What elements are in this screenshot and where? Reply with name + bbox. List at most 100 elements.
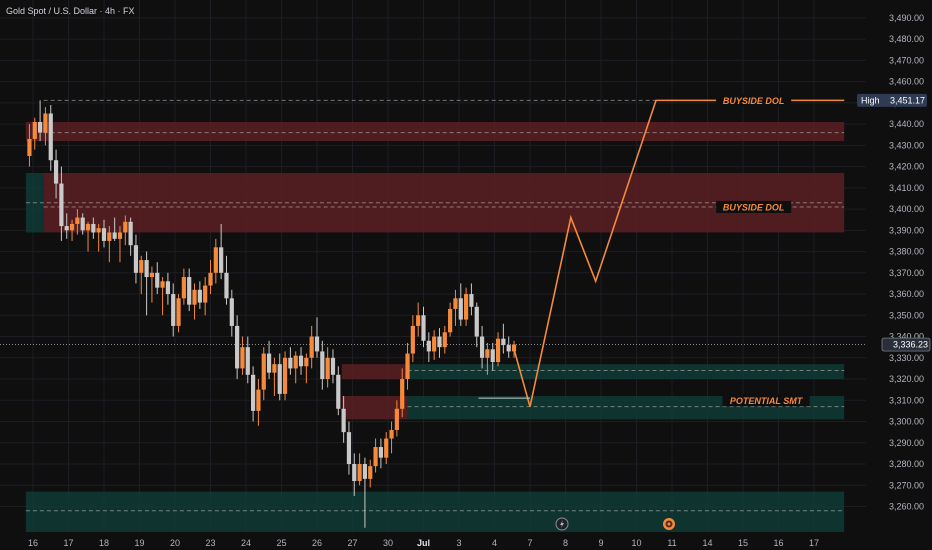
candle-60[interactable] — [346, 421, 352, 475]
candle-61[interactable] — [352, 453, 357, 496]
candle-53[interactable] — [309, 325, 314, 369]
candle-69[interactable] — [394, 400, 399, 437]
candle-85[interactable] — [479, 325, 485, 369]
candle-57[interactable] — [330, 349, 336, 384]
candle-40[interactable] — [240, 336, 245, 375]
candle-11[interactable] — [85, 221, 91, 252]
price-axis[interactable]: 3,260.00 3,270.00 3,280.00 3,290.00 3,300.00… — [866, 0, 932, 550]
candle-74[interactable] — [421, 306, 426, 348]
candle-9[interactable] — [75, 209, 80, 235]
candle-54[interactable] — [314, 317, 320, 358]
candle-87[interactable] — [490, 342, 495, 371]
candle-52[interactable] — [304, 353, 309, 384]
candle-23[interactable] — [149, 266, 155, 303]
candle-22[interactable] — [144, 251, 149, 316]
candle-65[interactable] — [373, 438, 378, 473]
candle-41[interactable] — [245, 336, 250, 384]
candle-17[interactable] — [117, 226, 123, 263]
candle-7[interactable] — [64, 213, 69, 239]
candle-75[interactable] — [426, 332, 431, 363]
candle-10[interactable] — [80, 213, 85, 235]
candle-91[interactable] — [511, 340, 517, 358]
candle-55[interactable] — [320, 340, 325, 390]
candle-59[interactable] — [341, 396, 346, 443]
bearish-zone-1[interactable] — [43, 172, 845, 233]
candle-15[interactable] — [107, 226, 112, 263]
candle-72[interactable] — [410, 315, 415, 363]
candle-48[interactable] — [282, 351, 288, 401]
bearish-zone-0[interactable] — [25, 121, 845, 142]
candle-19[interactable] — [128, 217, 133, 256]
candle-35[interactable] — [213, 238, 218, 284]
candle-29[interactable] — [181, 268, 186, 305]
candle-5[interactable] — [53, 149, 59, 199]
candle-71[interactable] — [405, 342, 410, 390]
candle-86[interactable] — [485, 342, 490, 375]
candle-30[interactable] — [187, 268, 192, 312]
candle-47[interactable] — [277, 353, 282, 401]
candle-20[interactable] — [133, 234, 139, 284]
bearish-zone-4[interactable] — [341, 396, 408, 420]
candle-18[interactable] — [123, 215, 128, 246]
candle-36[interactable] — [219, 223, 224, 280]
candle-31[interactable] — [192, 283, 197, 320]
candle-64[interactable] — [368, 459, 373, 488]
candle-28[interactable] — [176, 294, 181, 333]
candle-68[interactable] — [389, 421, 394, 454]
candle-70[interactable] — [400, 368, 405, 418]
candle-73[interactable] — [416, 302, 421, 337]
candle-14[interactable] — [101, 219, 107, 248]
candle-0[interactable] — [27, 124, 32, 167]
candle-50[interactable] — [293, 351, 298, 384]
candle-90[interactable] — [506, 336, 511, 358]
candle-32[interactable] — [197, 281, 202, 309]
candle-63[interactable] — [362, 457, 368, 528]
candle-89[interactable] — [501, 323, 506, 354]
candle-16[interactable] — [112, 217, 117, 241]
projection-path[interactable] — [513, 99, 845, 407]
candle-79[interactable] — [448, 302, 453, 337]
candle-8[interactable] — [69, 219, 75, 241]
candle-3[interactable] — [43, 107, 48, 146]
candle-33[interactable] — [203, 277, 208, 316]
candle-49[interactable] — [288, 347, 293, 375]
candle-67[interactable] — [384, 432, 389, 465]
candle-27[interactable] — [171, 283, 176, 337]
candle-26[interactable] — [165, 272, 170, 305]
candle-39[interactable] — [235, 315, 240, 380]
news-icon[interactable] — [663, 518, 675, 530]
candle-43[interactable] — [256, 379, 261, 426]
candle-13[interactable] — [96, 223, 101, 252]
candle-2[interactable] — [38, 100, 43, 142]
bullish-zone-7[interactable] — [25, 491, 845, 532]
candle-1[interactable] — [32, 117, 37, 150]
bullish-zone-5[interactable] — [407, 364, 845, 380]
candle-66[interactable] — [378, 438, 383, 469]
candle-76[interactable] — [432, 330, 437, 360]
candle-24[interactable] — [155, 262, 160, 295]
candle-6[interactable] — [59, 166, 64, 241]
candle-34[interactable] — [208, 260, 213, 295]
candle-25[interactable] — [160, 277, 165, 316]
candle-37[interactable] — [224, 255, 229, 305]
candle-80[interactable] — [453, 289, 458, 326]
candle-44[interactable] — [261, 347, 266, 401]
candle-88[interactable] — [495, 332, 501, 367]
time-axis[interactable]: 16 17 18 19 20 23 24 25 26 27 30 Jul 3 4 7 8 9 10 11 14 15 16… — [0, 532, 866, 550]
candle-62[interactable] — [357, 453, 362, 486]
candle-77[interactable] — [437, 328, 442, 358]
candle-78[interactable] — [442, 325, 447, 354]
lightning-icon[interactable] — [555, 517, 569, 531]
candle-4[interactable] — [48, 104, 53, 171]
candle-82[interactable] — [464, 287, 469, 326]
bearish-zone-3[interactable] — [341, 364, 408, 380]
candle-51[interactable] — [298, 347, 304, 375]
candle-58[interactable] — [336, 366, 341, 416]
candle-83[interactable] — [469, 283, 474, 316]
candle-38[interactable] — [229, 289, 234, 337]
candle-21[interactable] — [139, 255, 144, 295]
candle-42[interactable] — [251, 366, 256, 422]
candle-84[interactable] — [474, 302, 479, 348]
candle-81[interactable] — [458, 283, 463, 326]
